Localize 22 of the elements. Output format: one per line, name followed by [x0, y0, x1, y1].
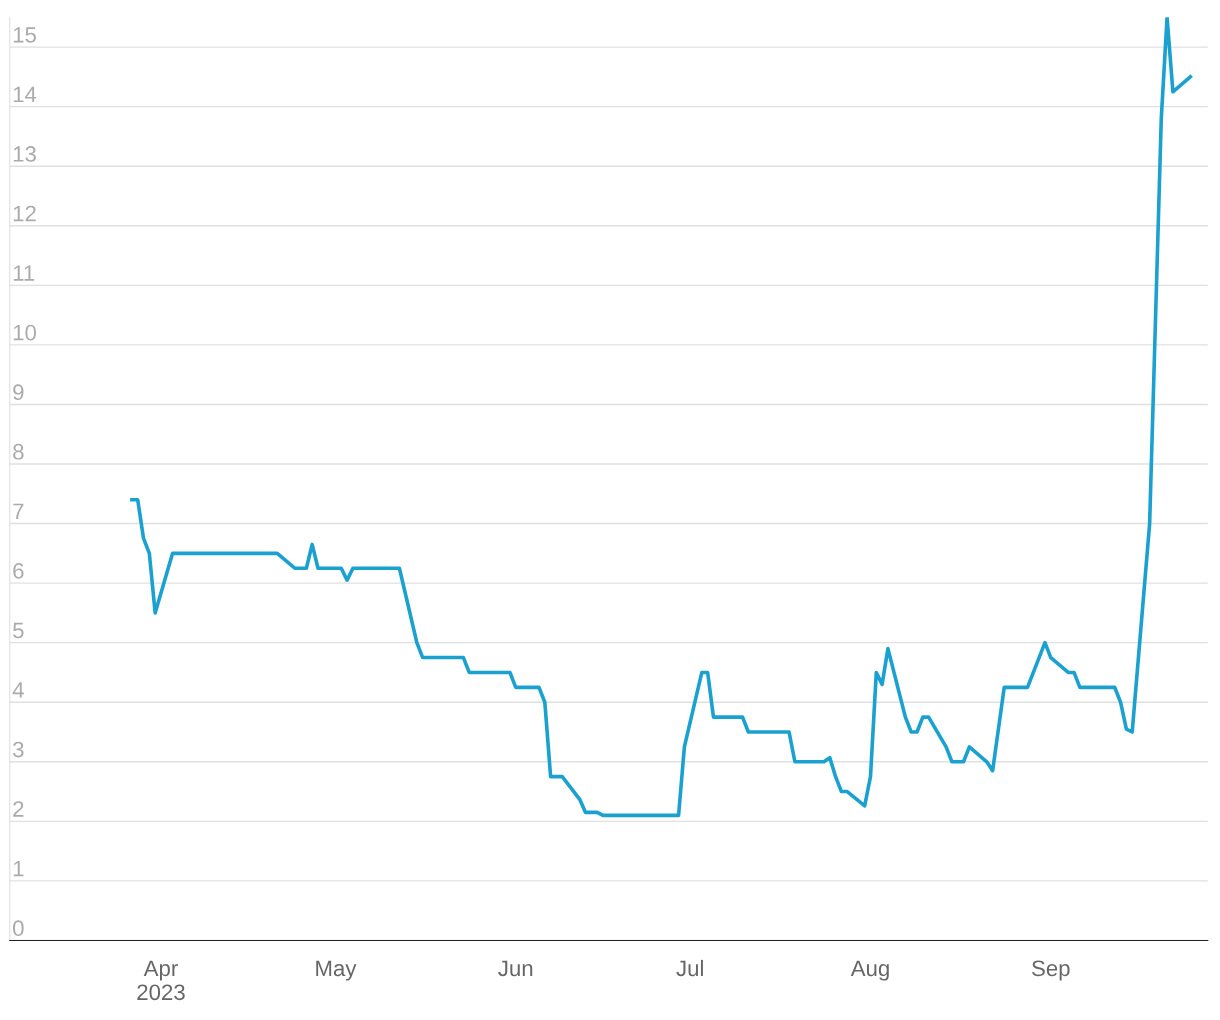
- x-tick-label: Sep: [1032, 960, 1070, 981]
- y-tick-label: 1: [13, 860, 24, 877]
- y-tick-label: 8: [13, 443, 24, 460]
- y-tick-label: 7: [13, 503, 24, 519]
- y-tick-label: 10: [13, 324, 36, 341]
- y-tick-label: 9: [13, 384, 24, 401]
- y-tick-label: 3: [13, 741, 24, 758]
- y-tick-label: 4: [12, 682, 24, 698]
- y-tick-label: 12: [13, 205, 36, 222]
- x-tick-label: Aug: [850, 960, 889, 981]
- x-tick-label: Jul: [676, 959, 703, 977]
- x-tick-label: May: [316, 960, 357, 981]
- x-tick-label: Apr 2023: [137, 960, 185, 1001]
- y-tick-label: 2: [13, 801, 24, 817]
- y-tick-label: 14: [13, 86, 37, 103]
- y-tick-label: 6: [13, 562, 24, 579]
- y-tick-label: 13: [13, 146, 36, 162]
- y-tick-label: 15: [13, 27, 36, 43]
- x-tick-label: Jun: [498, 960, 533, 977]
- y-tick-label: 0: [13, 920, 24, 937]
- y-tick-label: 11: [13, 265, 35, 281]
- y-tick-label: 5: [13, 622, 24, 639]
